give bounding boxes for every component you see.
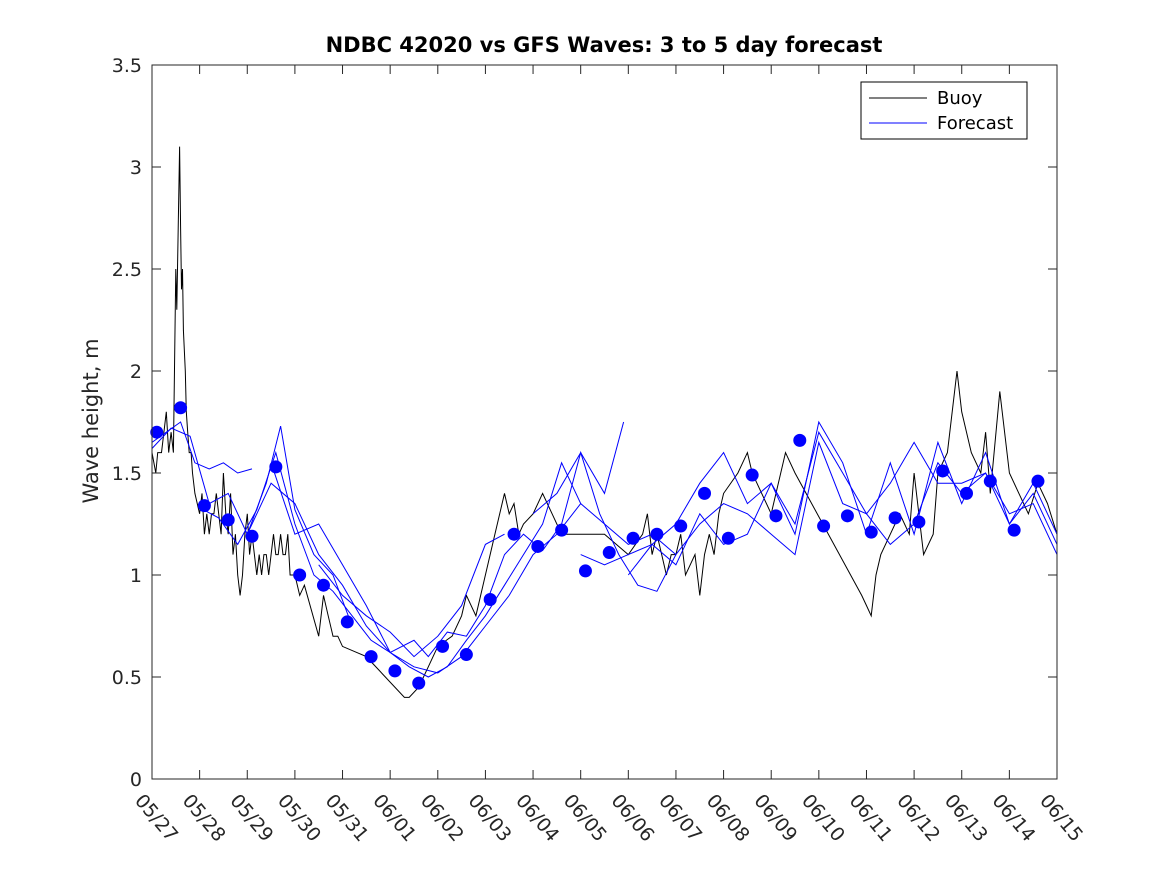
forecast-line-7 — [532, 421, 625, 515]
forecast-marker — [150, 425, 164, 439]
forecast-marker — [983, 474, 997, 488]
forecast-marker — [293, 568, 307, 582]
forecast-marker — [626, 531, 640, 545]
forecast-marker — [817, 519, 831, 533]
y-tick-label: 2 — [130, 361, 142, 383]
forecast-marker — [864, 525, 878, 539]
forecast-marker — [436, 639, 450, 653]
y-tick-label: 1 — [130, 565, 142, 587]
forecast-markers — [150, 401, 1045, 690]
forecast-marker — [483, 592, 497, 606]
forecast-marker — [840, 509, 854, 523]
legend-box — [860, 81, 1028, 140]
y-tick-label: 0 — [130, 769, 142, 791]
y-tick-label: 3.5 — [112, 55, 142, 77]
forecast-marker — [1031, 474, 1045, 488]
y-tick-label: 3 — [130, 157, 142, 179]
forecast-marker — [650, 527, 664, 541]
forecast-marker — [936, 464, 950, 478]
forecast-line-10 — [675, 440, 1057, 556]
forecast-marker — [1007, 523, 1021, 537]
forecast-line-6 — [318, 533, 505, 658]
legend-label-buoy: Buoy — [937, 88, 983, 109]
y-axis-label: Wave height, m — [79, 338, 103, 503]
plot-background — [152, 65, 1057, 779]
forecast-marker — [507, 527, 521, 541]
forecast-line-9 — [627, 420, 1057, 576]
plot-area — [152, 65, 1057, 779]
forecast-marker — [364, 650, 378, 664]
forecast-marker — [602, 546, 616, 560]
forecast-marker — [388, 664, 402, 678]
y-tick-label: 0.5 — [112, 667, 142, 689]
forecast-marker — [555, 523, 569, 537]
forecast-marker — [316, 578, 330, 592]
forecast-marker — [459, 648, 473, 662]
forecast-marker — [221, 513, 235, 527]
y-tick-label: 2.5 — [112, 259, 142, 281]
axes-box — [151, 64, 1058, 780]
forecast-marker — [912, 515, 926, 529]
forecast-marker — [340, 615, 354, 629]
forecast-marker — [578, 564, 592, 578]
forecast-marker — [698, 486, 712, 500]
forecast-marker — [721, 531, 735, 545]
legend-label-forecast: Forecast — [937, 113, 1013, 134]
forecast-marker — [793, 433, 807, 447]
forecast-marker — [245, 529, 259, 543]
forecast-marker — [960, 486, 973, 500]
forecast-marker — [174, 401, 188, 415]
chart-title: NDBC 42020 vs GFS Waves: 3 to 5 day fore… — [326, 33, 883, 57]
forecast-marker — [888, 511, 902, 525]
forecast-marker — [269, 460, 283, 474]
y-tick-label: 1.5 — [112, 463, 142, 485]
forecast-marker — [412, 676, 426, 690]
forecast-marker — [769, 509, 783, 523]
forecast-marker — [674, 519, 688, 533]
legend: Buoy Forecast — [860, 81, 1028, 140]
forecast-marker — [745, 468, 759, 482]
forecast-marker — [197, 499, 211, 513]
forecast-marker — [531, 539, 545, 553]
forecast-line-5 — [270, 450, 677, 658]
